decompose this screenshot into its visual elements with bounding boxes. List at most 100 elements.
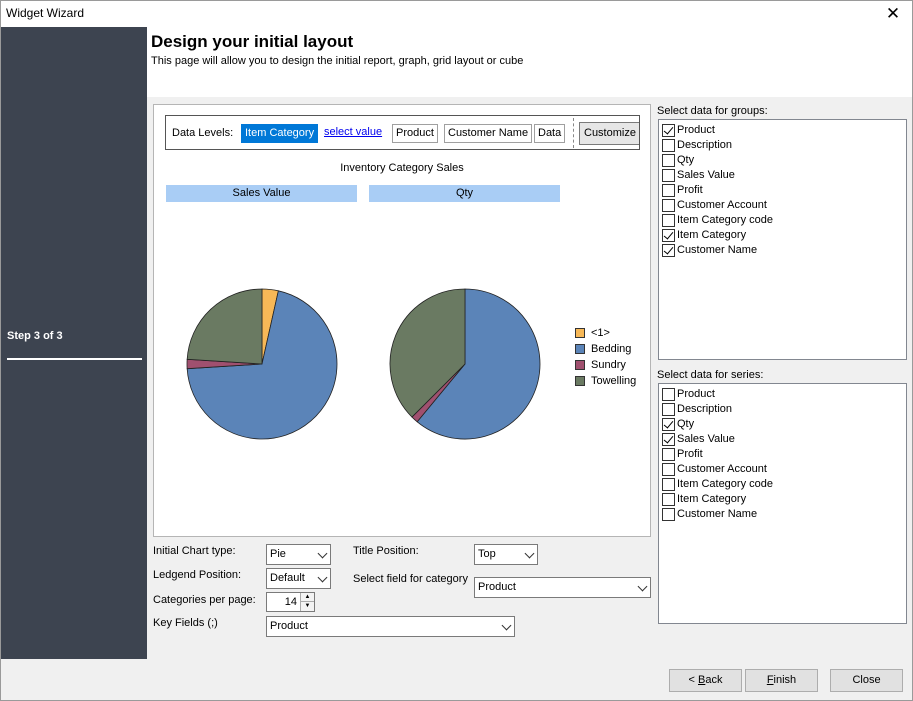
back-prefix: < (688, 674, 698, 686)
checkbox-icon[interactable] (662, 493, 675, 506)
groups-item-label: Customer Name (677, 244, 758, 256)
checkbox-icon[interactable] (662, 448, 675, 461)
groups-item[interactable]: Customer Name (659, 243, 906, 258)
groups-item[interactable]: Sales Value (659, 168, 906, 183)
groups-item-label: Qty (677, 154, 695, 166)
groups-item[interactable]: Item Category (659, 228, 906, 243)
checkbox-icon[interactable] (662, 169, 675, 182)
title-bar: Widget Wizard ✕ (1, 1, 912, 27)
groups-item[interactable]: Description (659, 138, 906, 153)
categories-per-page-stepper[interactable]: 14 ▲ ▼ (266, 592, 315, 612)
checkbox-icon[interactable] (662, 139, 675, 152)
checkbox-icon[interactable] (662, 478, 675, 491)
series-item-label: Profit (677, 448, 703, 460)
legend-item: Sundry (575, 357, 636, 373)
level-item-category[interactable]: Item Category (241, 124, 319, 143)
series-item[interactable]: Item Category code (659, 477, 906, 492)
checkbox-checked-icon[interactable] (662, 244, 675, 257)
legend-item: Towelling (575, 373, 636, 389)
pie-slice-qty-1 (416, 288, 541, 440)
groups-item[interactable]: Qty (659, 153, 906, 168)
checkbox-checked-icon[interactable] (662, 229, 675, 242)
series-item-label: Sales Value (677, 433, 735, 445)
legend-swatch (575, 360, 585, 370)
groups-item-label: Sales Value (677, 169, 735, 181)
wizard-sidebar: Step 3 of 3 (1, 27, 147, 659)
checkbox-icon[interactable] (662, 154, 675, 167)
customize-button[interactable]: Customize C (579, 122, 639, 145)
data-levels-bar: Data Levels: Item Category select value … (165, 115, 640, 150)
checkbox-icon[interactable] (662, 199, 675, 212)
close-button[interactable]: Close (830, 669, 903, 692)
series-item[interactable]: Customer Name (659, 507, 906, 522)
legend-position-label: Ledgend Position: (153, 569, 242, 581)
checkbox-icon[interactable] (662, 214, 675, 227)
series-item-label: Qty (677, 418, 695, 430)
series-item[interactable]: Item Category (659, 492, 906, 507)
legend-item: Bedding (575, 341, 636, 357)
pie-charts (186, 288, 541, 440)
key-fields-select[interactable]: Product (266, 616, 515, 637)
level-data[interactable]: Data (534, 124, 566, 143)
groups-item[interactable]: Item Category code (659, 213, 906, 228)
level-product[interactable]: Product (392, 124, 438, 143)
series-item[interactable]: Qty (659, 417, 906, 432)
legend-swatch (575, 376, 585, 386)
stepper-down-icon[interactable]: ▼ (301, 602, 314, 611)
series-item[interactable]: Description (659, 402, 906, 417)
back-label: ack (705, 674, 723, 686)
series-item[interactable]: Profit (659, 447, 906, 462)
close-icon[interactable]: ✕ (885, 4, 901, 23)
legend-swatch (575, 344, 585, 354)
chart-type-select[interactable]: Pie (266, 544, 331, 565)
checkbox-checked-icon[interactable] (662, 433, 675, 446)
checkbox-icon[interactable] (662, 388, 675, 401)
legend-label: Towelling (591, 375, 637, 387)
checkbox-icon[interactable] (662, 403, 675, 416)
chart-type-label: Initial Chart type: (153, 545, 236, 557)
series-listbox: Product Description Qty Sales Value Profit Cu… (658, 383, 907, 624)
categories-per-page-value: 14 (284, 596, 297, 608)
pie-slice-sales-value-3 (186, 288, 263, 365)
groups-item-label: Product (677, 124, 715, 136)
groups-item[interactable]: Product (659, 123, 906, 138)
groups-item[interactable]: Customer Account (659, 198, 906, 213)
series-item-label: Product (677, 388, 715, 400)
category-field-select[interactable]: Product (474, 577, 651, 598)
pie-slice-qty-3 (389, 288, 466, 418)
chart-legend: <1> Bedding Sundry Towelling (575, 325, 636, 389)
checkbox-checked-icon[interactable] (662, 418, 675, 431)
series-item[interactable]: Sales Value (659, 432, 906, 447)
legend-position-select[interactable]: Default (266, 568, 331, 589)
stepper-buttons: ▲ ▼ (300, 593, 314, 611)
chevron-down-icon (503, 617, 510, 636)
title-position-label: Title Position: (353, 545, 419, 557)
key-fields-label: Key Fields (;) (153, 617, 218, 629)
groups-item-label: Customer Account (677, 199, 767, 211)
series-item-label: Customer Account (677, 463, 767, 475)
groups-label: Select data for groups: (657, 105, 768, 117)
level-select-value-link[interactable]: select value (321, 124, 386, 143)
legend-position-value: Default (270, 572, 305, 584)
level-customer-name[interactable]: Customer Name (444, 124, 533, 143)
window-title: Widget Wizard (6, 6, 85, 20)
page-subtitle: This page will allow you to design the i… (151, 55, 524, 67)
checkbox-icon[interactable] (662, 508, 675, 521)
step-underline (7, 358, 142, 360)
finish-label: inish (773, 674, 797, 686)
pie-title-sales-value: Sales Value (166, 185, 357, 202)
series-item[interactable]: Customer Account (659, 462, 906, 477)
stepper-up-icon[interactable]: ▲ (301, 593, 314, 602)
back-button[interactable]: < Back (669, 669, 742, 692)
checkbox-checked-icon[interactable] (662, 124, 675, 137)
checkbox-icon[interactable] (662, 463, 675, 476)
groups-item[interactable]: Profit (659, 183, 906, 198)
groups-item-label: Profit (677, 184, 703, 196)
page-title: Design your initial layout (151, 32, 354, 51)
series-item-label: Customer Name (677, 508, 758, 520)
series-item[interactable]: Product (659, 387, 906, 402)
checkbox-icon[interactable] (662, 184, 675, 197)
title-position-select[interactable]: Top (474, 544, 538, 565)
groups-item-label: Item Category (677, 229, 747, 241)
finish-button[interactable]: Finish (745, 669, 818, 692)
